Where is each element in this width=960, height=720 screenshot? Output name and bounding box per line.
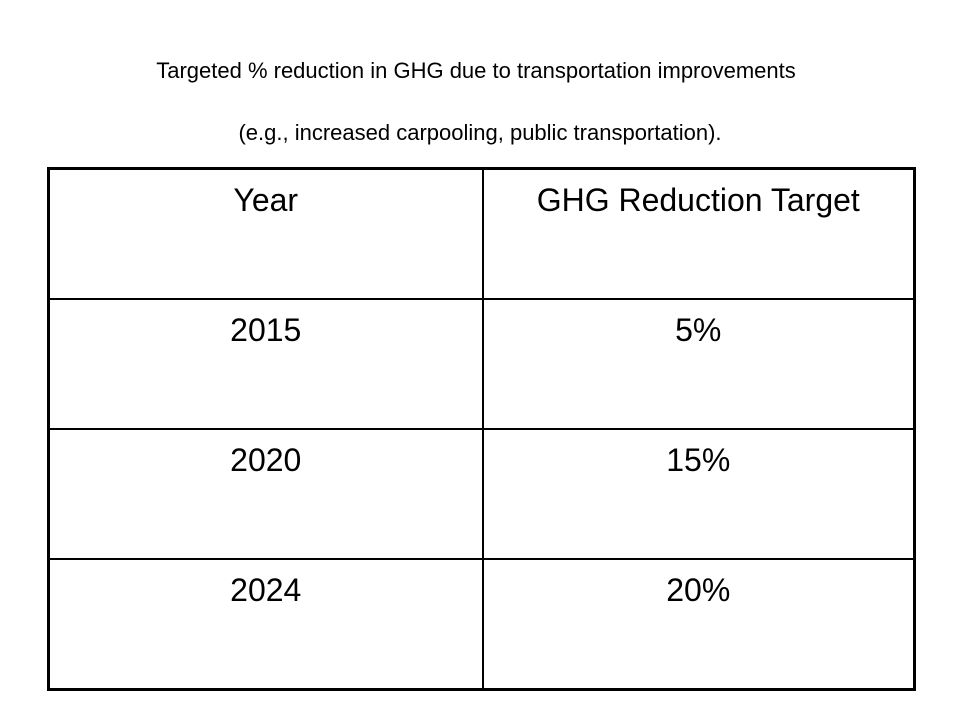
slide-title-line-2: (e.g., increased carpooling, public tran… [238,120,722,145]
header-year: Year [47,167,484,300]
cell-year: 2015 [47,298,484,430]
ghg-target-table: Year GHG Reduction Target 2015 5% 2020 1… [47,167,916,691]
table-row: 2024 20% [47,558,916,691]
header-ghg-reduction-target: GHG Reduction Target [481,167,916,300]
cell-year: 2024 [47,558,484,691]
cell-target: 5% [481,298,916,430]
cell-target: 20% [481,558,916,691]
table-row: 2015 5% [47,298,916,430]
cell-target: 15% [481,428,916,560]
cell-year: 2020 [47,428,484,560]
table-header-row: Year GHG Reduction Target [47,167,916,300]
slide-title-line-1: Targeted % reduction in GHG due to trans… [156,58,796,83]
table-row: 2020 15% [47,428,916,560]
